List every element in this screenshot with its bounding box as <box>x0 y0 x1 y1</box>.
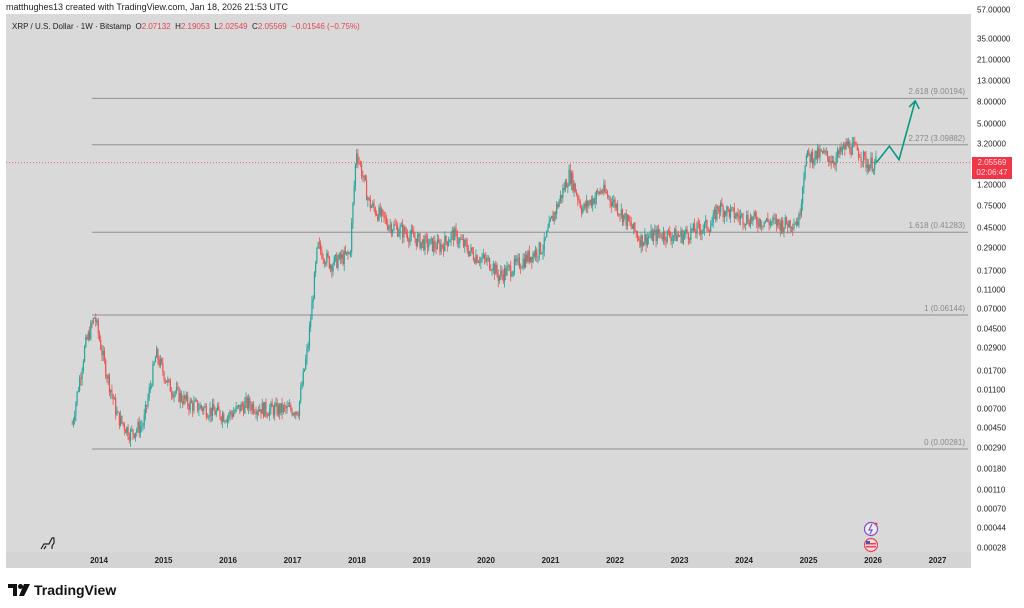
price-axis-label: 0.07000 <box>977 304 1006 314</box>
price-axis-label: 0.00028 <box>977 543 1006 553</box>
tradingview-logo[interactable]: TradingView <box>8 582 116 598</box>
fib-level-label: 2.272 (3.09882) <box>908 133 966 143</box>
price-axis-label: 0.17000 <box>977 266 1006 276</box>
chart-credit: matthughes13 created with TradingView.co… <box>6 2 289 12</box>
time-axis-label: 2017 <box>283 556 302 565</box>
time-axis-label: 2027 <box>928 556 947 565</box>
price-axis-label: 0.00110 <box>977 485 1006 495</box>
price-axis-label: 0.00070 <box>977 504 1006 514</box>
tv-logo-icon <box>8 584 30 596</box>
price-axis-label: 8.00000 <box>977 97 1006 107</box>
price-axis-label: 5.00000 <box>977 119 1006 129</box>
time-axis-label: 2015 <box>154 556 173 565</box>
fib-level-label: 2.618 (9.00194) <box>908 87 966 97</box>
price-axis-label: 0.01700 <box>977 366 1006 376</box>
price-axis-label: 57.00000 <box>977 5 1011 15</box>
open-value: 2.07132 <box>141 22 171 31</box>
price-axis-label: 0.00044 <box>977 523 1006 533</box>
price-axis-label: 0.45000 <box>977 223 1006 233</box>
time-axis-label: 2016 <box>219 556 237 565</box>
time-axis-label: 2025 <box>799 556 818 565</box>
event-lightning-icon[interactable] <box>862 521 880 537</box>
price-axis-label: 0.02900 <box>977 343 1006 353</box>
fib-level-label: 0 (0.00281) <box>924 438 965 447</box>
price-axis-label: 0.11000 <box>977 285 1006 295</box>
time-axis-label: 2020 <box>477 556 495 565</box>
time-axis-label: 2021 <box>541 556 560 565</box>
time-axis-label: 2014 <box>90 556 108 565</box>
time-axis-label: 2026 <box>864 556 882 565</box>
price-axis-label: 0.01100 <box>977 385 1006 395</box>
dino-icon[interactable] <box>38 535 58 551</box>
price-axis-label: 0.00290 <box>977 443 1006 453</box>
price-axis-label: 35.00000 <box>977 34 1011 44</box>
symbol-title: XRP / U.S. Dollar · 1W · Bitstamp <box>12 22 131 31</box>
low-value: 2.02549 <box>218 22 248 31</box>
time-axis-label: 2024 <box>735 556 753 565</box>
price-axis-label: 0.75000 <box>977 201 1006 211</box>
time-axis-label: 2023 <box>670 556 689 565</box>
fib-level-label: 1.618 (0.41283) <box>908 221 966 231</box>
us-flag-event-icon[interactable] <box>862 537 880 553</box>
high-value: 2.19053 <box>180 22 210 31</box>
price-axis-label: 0.29000 <box>977 243 1006 253</box>
price-axis-label: 13.00000 <box>977 76 1011 86</box>
price-axis-label: 3.20000 <box>977 139 1006 149</box>
price-axis-label: 0.04500 <box>977 324 1006 334</box>
last-price-tag: 2.05569 02:06:47 <box>972 157 1012 179</box>
fib-level-label: 1 (0.06144) <box>924 304 965 314</box>
time-axis-label: 2019 <box>412 556 431 565</box>
price-axis-label: 21.00000 <box>977 55 1011 65</box>
time-axis-label: 2018 <box>348 556 366 565</box>
price-axis-label: 1.20000 <box>977 180 1006 190</box>
change-value: −0.01546 (−0.75%) <box>291 22 360 31</box>
price-axis-label: 0.00450 <box>977 423 1006 433</box>
price-axis-label: 0.00180 <box>977 464 1006 474</box>
time-axis[interactable] <box>6 552 971 568</box>
price-axis-label: 0.00700 <box>977 404 1006 414</box>
symbol-legend: XRP / U.S. Dollar · 1W · Bitstamp O2.071… <box>12 22 360 31</box>
chart-area[interactable] <box>6 14 971 568</box>
close-value: 2.05569 <box>257 22 287 31</box>
time-axis-label: 2022 <box>606 556 624 565</box>
